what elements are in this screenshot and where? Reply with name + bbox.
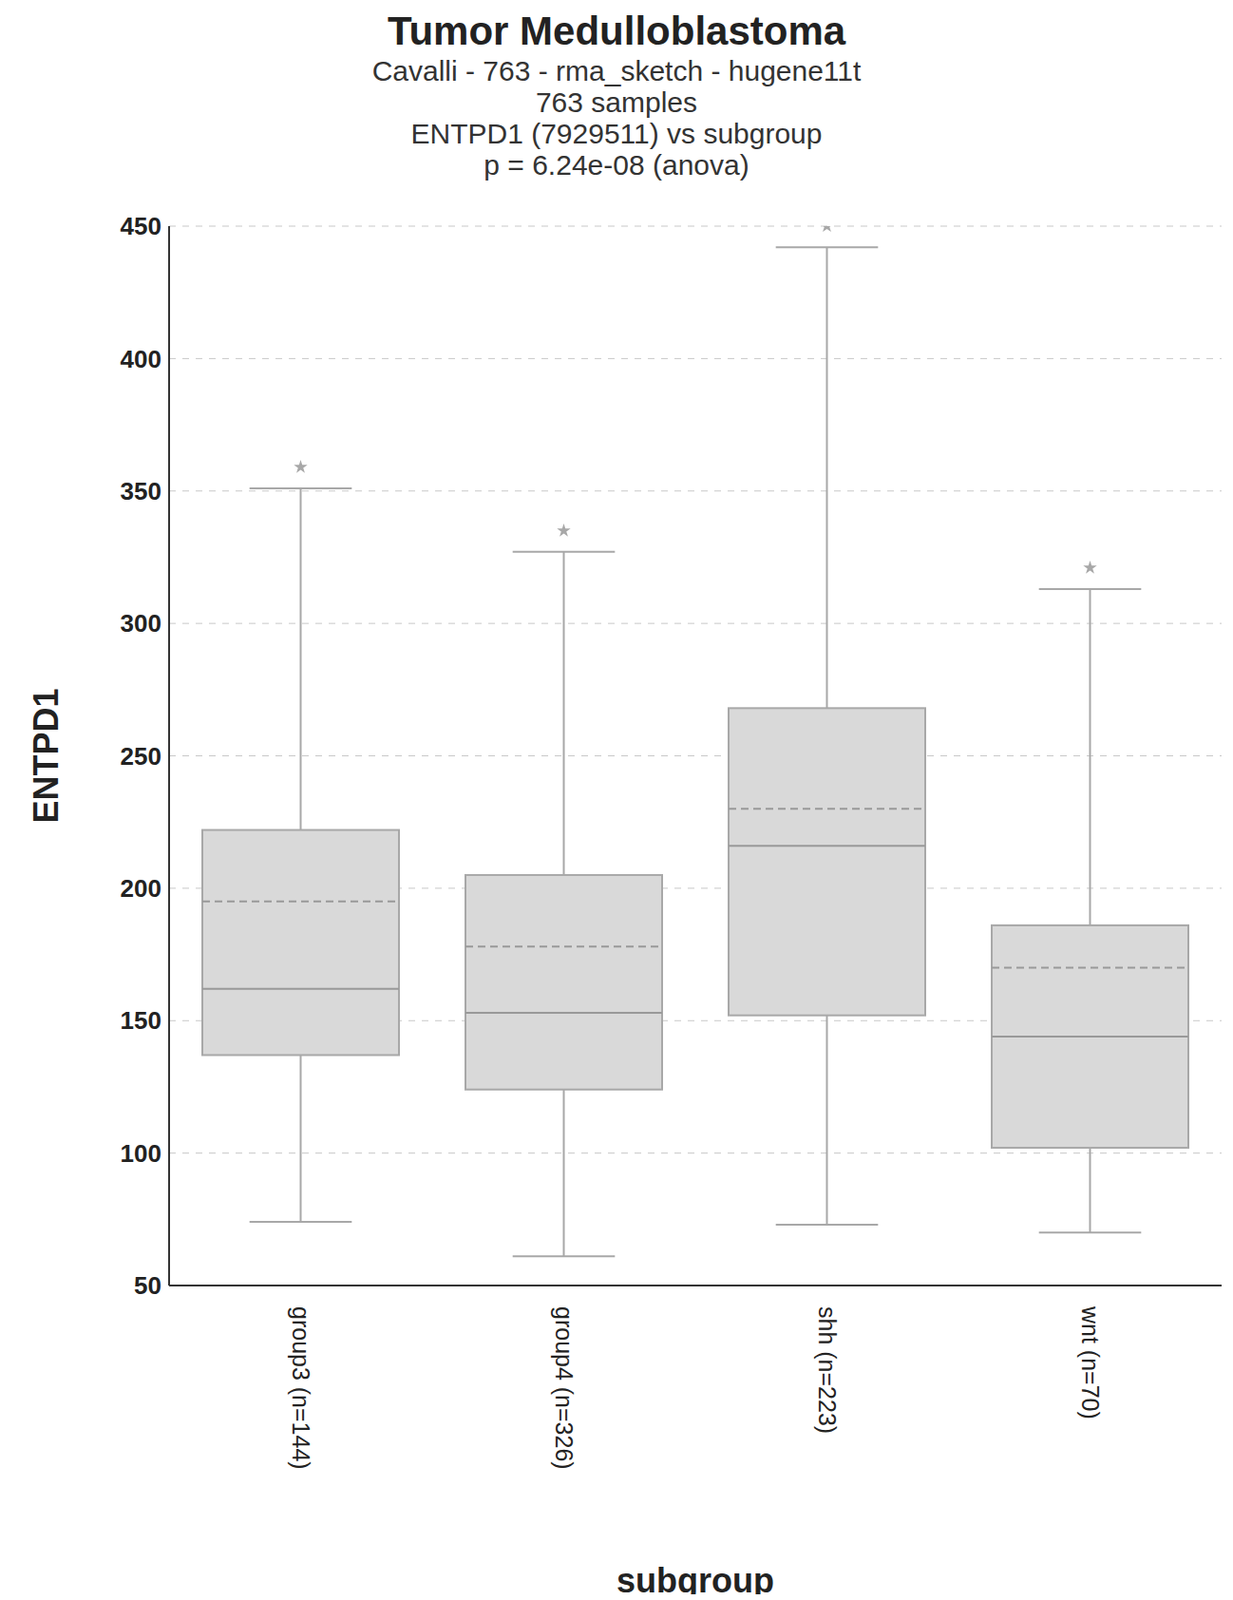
svg-text:300: 300 bbox=[120, 608, 162, 638]
svg-text:250: 250 bbox=[120, 741, 162, 771]
svg-text:100: 100 bbox=[120, 1138, 162, 1168]
svg-text:wnt (n=70): wnt (n=70) bbox=[1077, 1305, 1104, 1420]
html-text:p = 6.24e-08 (anova): p = 6.24e-08 (anova) bbox=[483, 149, 750, 181]
svg-text:shh (n=223): shh (n=223) bbox=[814, 1306, 841, 1434]
svg-text:350: 350 bbox=[120, 476, 162, 506]
svg-text:group3 (n=144): group3 (n=144) bbox=[287, 1306, 315, 1470]
svg-text:group4 (n=326): group4 (n=326) bbox=[550, 1306, 578, 1470]
svg-text:150: 150 bbox=[120, 1005, 162, 1035]
svg-text:ENTPD1: ENTPD1 bbox=[26, 687, 66, 823]
html-text:Tumor Medulloblastoma: Tumor Medulloblastoma bbox=[387, 8, 846, 54]
svg-text:200: 200 bbox=[120, 873, 162, 903]
html-text:Cavalli - 763 - rma_sketch - h: Cavalli - 763 - rma_sketch - hugene11t bbox=[371, 55, 861, 87]
svg-text:50: 50 bbox=[133, 1270, 162, 1300]
svg-text:450: 450 bbox=[120, 211, 162, 241]
html-text:ENTPD1 (7929511) vs subgroup: ENTPD1 (7929511) vs subgroup bbox=[410, 117, 823, 150]
svg-text:400: 400 bbox=[120, 344, 162, 374]
html-text:763 samples: 763 samples bbox=[535, 86, 698, 118]
svg-text:subgroup: subgroup bbox=[616, 1560, 775, 1594]
